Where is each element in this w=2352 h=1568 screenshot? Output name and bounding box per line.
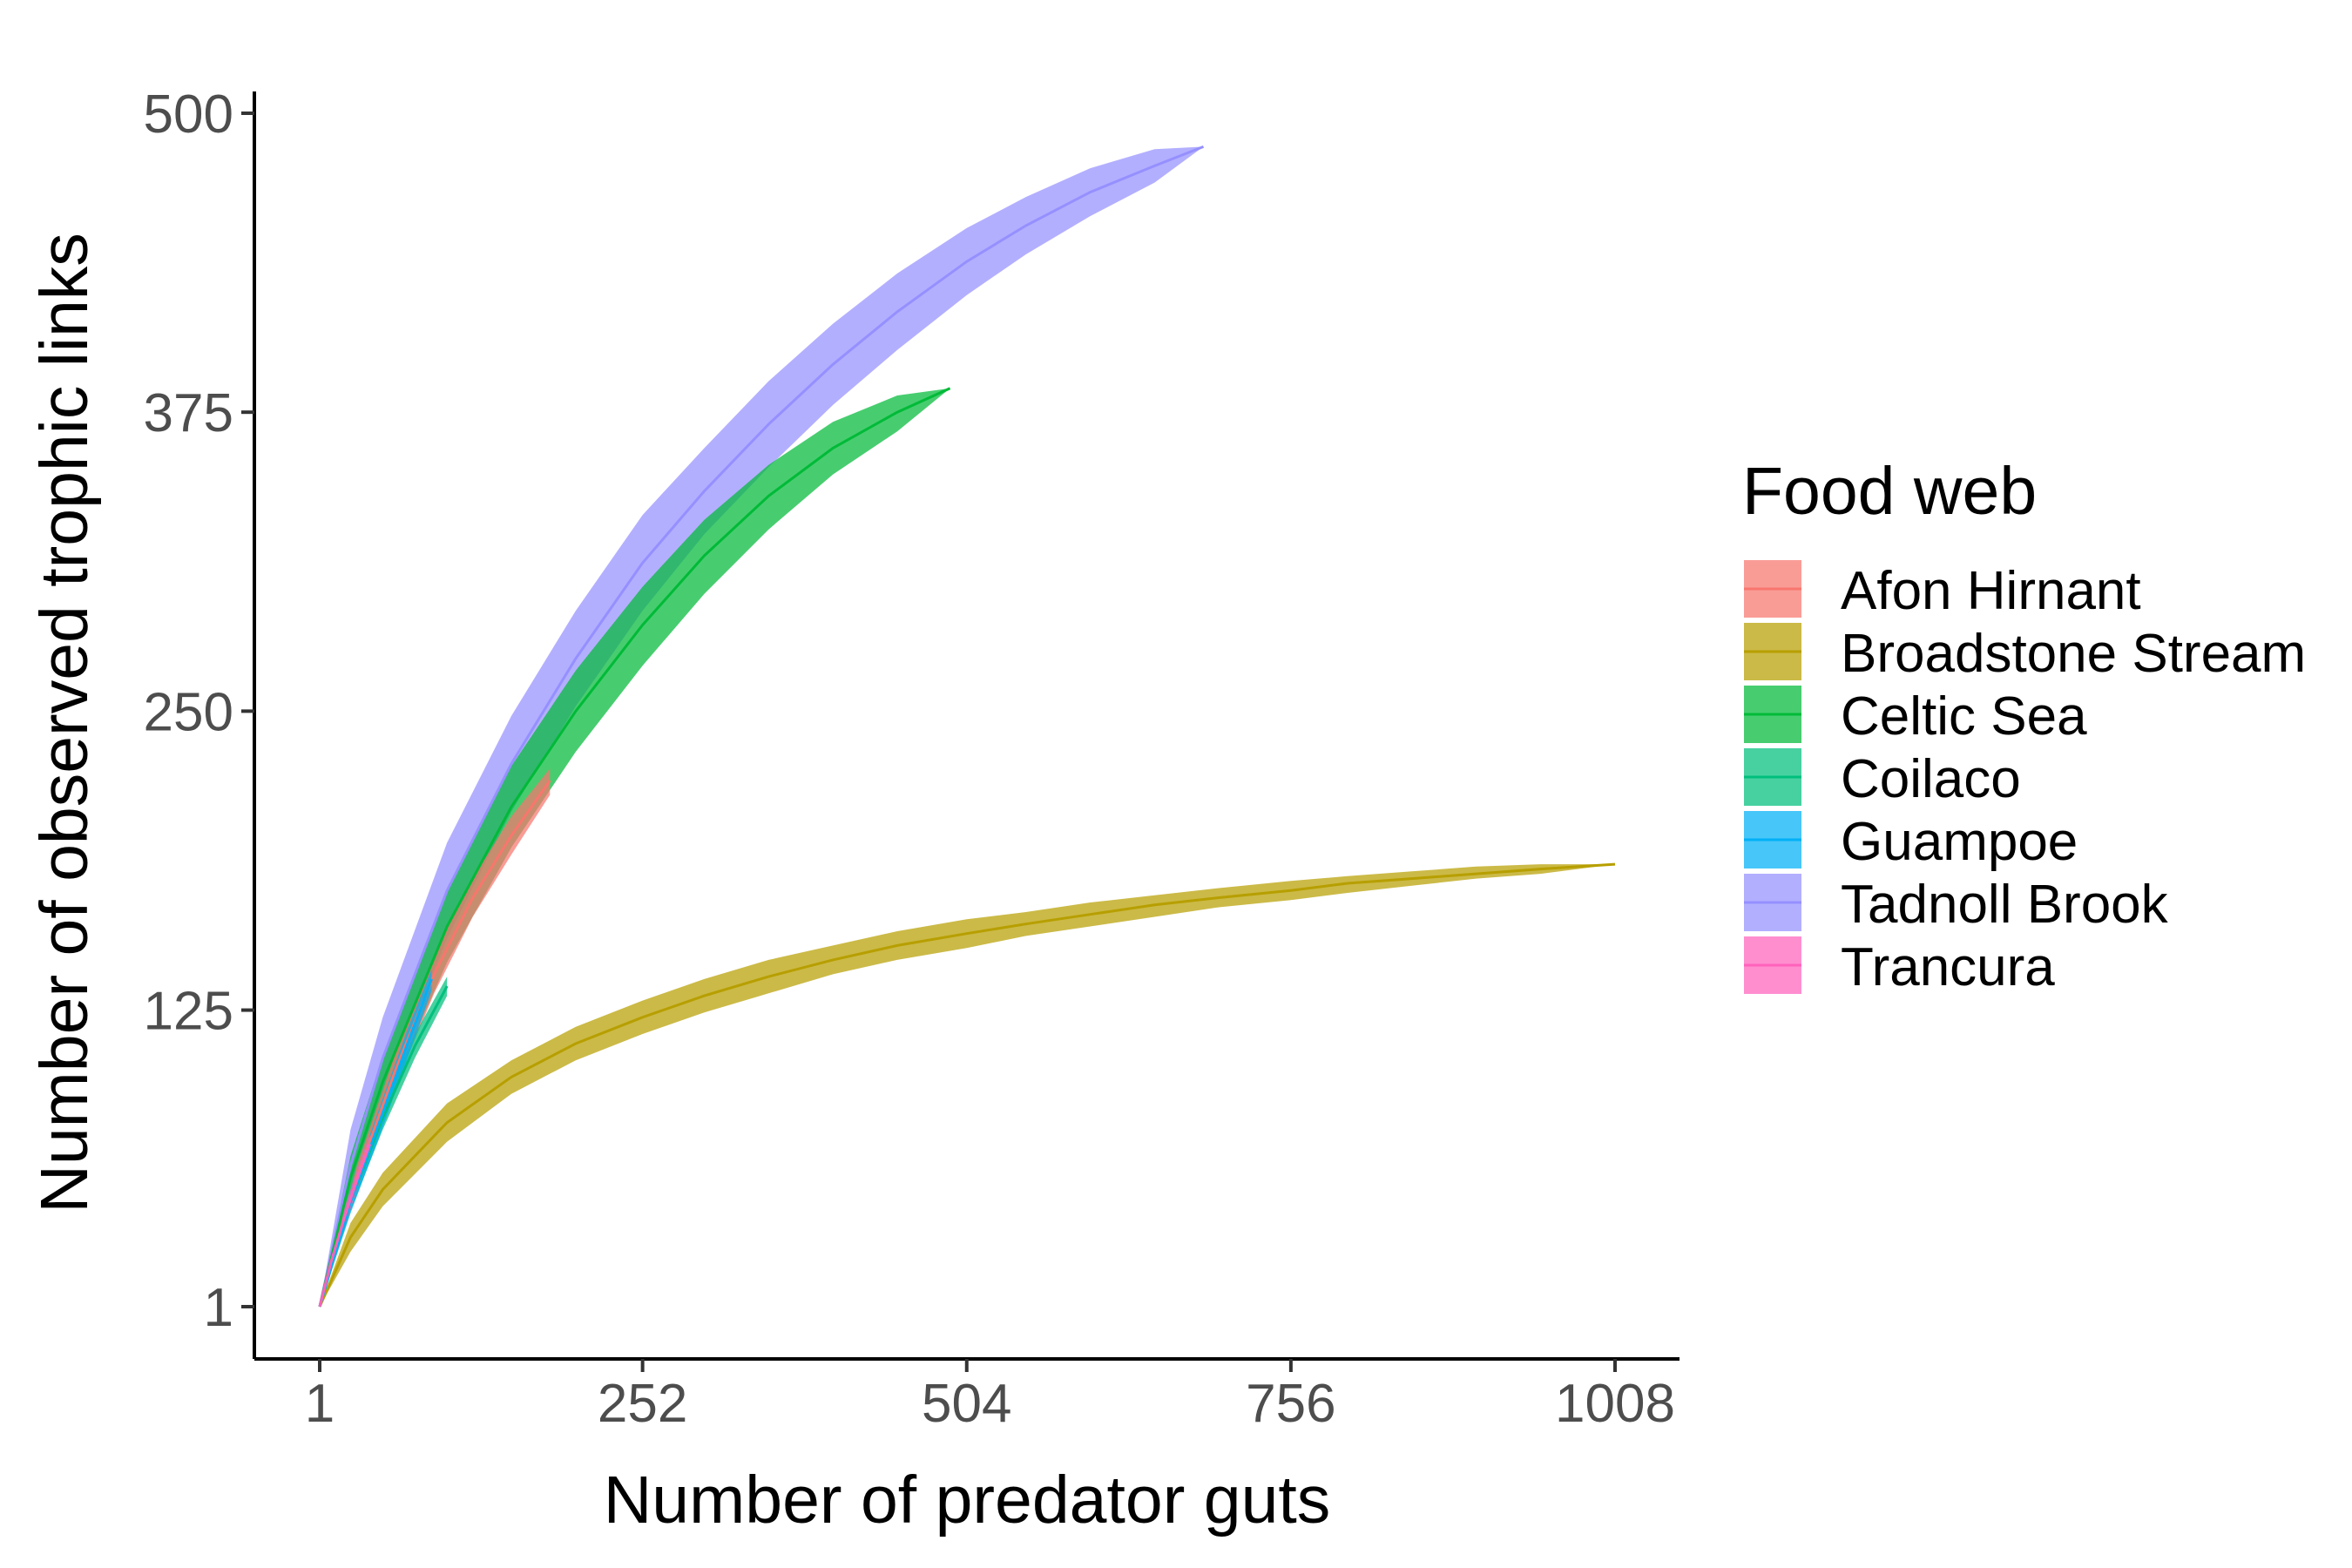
y-axis-title: Number of observed trophic links bbox=[27, 233, 102, 1213]
ribbon-afon-hirnant bbox=[320, 768, 551, 1307]
mean-line-guampoe bbox=[318, 978, 433, 1308]
ribbon-broadstone-stream bbox=[320, 864, 1615, 1307]
legend-label: Coilaco bbox=[1841, 749, 2021, 809]
legend-item-guampoe: Guampoe bbox=[1744, 811, 2078, 872]
y-tick-label: 500 bbox=[144, 84, 233, 145]
legend-label: Broadstone Stream bbox=[1841, 624, 2306, 684]
legend-item-afon-hirnant: Afon Hirnant bbox=[1744, 560, 2141, 621]
ribbons-layer bbox=[320, 146, 1615, 1308]
y-tick-label: 125 bbox=[144, 982, 233, 1042]
legend-item-celtic-sea: Celtic Sea bbox=[1744, 686, 2087, 747]
mean-line-trancura bbox=[318, 1143, 372, 1308]
mean-line-celtic-sea bbox=[318, 387, 951, 1308]
legend-label: Guampoe bbox=[1841, 812, 2078, 872]
legend-item-broadstone-stream: Broadstone Stream bbox=[1744, 623, 2306, 684]
legend-label: Trancura bbox=[1841, 937, 2055, 997]
legend-label: Tadnoll Brook bbox=[1841, 875, 2169, 935]
legend-label: Celtic Sea bbox=[1841, 686, 2087, 747]
legend-label: Afon Hirnant bbox=[1841, 561, 2141, 621]
y-tick-label: 250 bbox=[144, 682, 233, 742]
x-tick-label: 504 bbox=[922, 1374, 1011, 1434]
x-tick-label: 252 bbox=[598, 1374, 687, 1434]
legend-item-trancura: Trancura bbox=[1744, 936, 2055, 997]
x-tick-label: 756 bbox=[1246, 1374, 1335, 1434]
mean-lines-layer bbox=[318, 145, 1616, 1308]
y-tick-label: 1 bbox=[204, 1278, 233, 1338]
legend-title: Food web bbox=[1742, 454, 2037, 529]
legend-item-coilaco: Coilaco bbox=[1744, 748, 2021, 809]
x-ticks: 1 252 504 756 1008 bbox=[305, 1359, 1675, 1434]
mean-line-broadstone-stream bbox=[318, 862, 1616, 1308]
mean-line-tadnoll-brook bbox=[318, 145, 1205, 1308]
y-tick-label: 375 bbox=[144, 383, 233, 443]
x-tick-label: 1 bbox=[305, 1374, 335, 1434]
x-axis-title: Number of predator guts bbox=[604, 1463, 1331, 1538]
x-tick-label: 1008 bbox=[1555, 1374, 1675, 1434]
y-ticks: 1 125 250 375 500 bbox=[144, 84, 254, 1338]
legend-item-tadnoll-brook: Tadnoll Brook bbox=[1744, 874, 2169, 935]
